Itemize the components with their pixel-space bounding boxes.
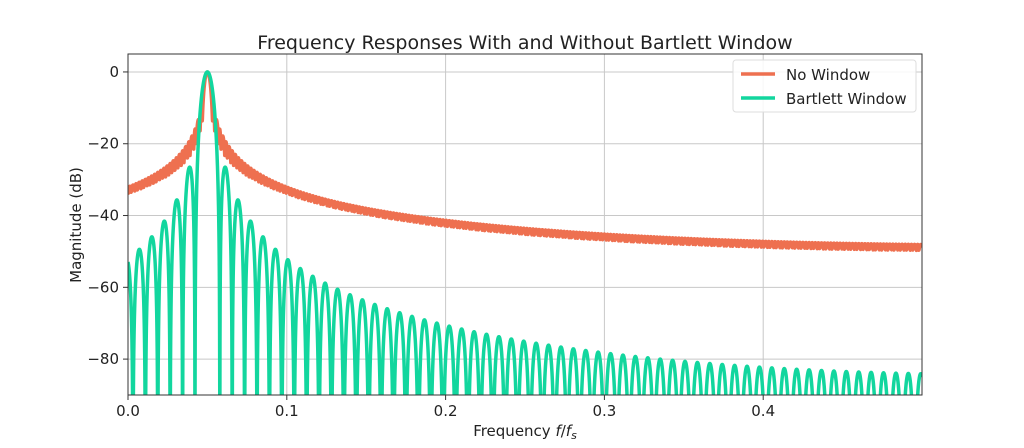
x-tick-label: 0.4 (751, 402, 775, 420)
y-tick-label: −20 (87, 135, 119, 153)
plot-lines (128, 70, 922, 395)
legend: No Window Bartlett Window (732, 59, 917, 113)
x-tick-label: 0.2 (434, 402, 458, 420)
y-tick-label: −60 (87, 278, 119, 296)
y-tick-label: −40 (87, 207, 119, 225)
y-tick-label: −80 (87, 350, 119, 368)
plot-frame (127, 53, 923, 396)
ticks: 0.0 0.1 0.2 0.3 0.4 0 −20 −40 −60 −80 (87, 63, 775, 420)
x-axis-label: Frequency f/fs (473, 422, 577, 442)
series-line-bartlett-window (128, 70, 922, 395)
y-axis-label: Magnitude (dB) (67, 167, 85, 283)
x-tick-label: 0.1 (275, 402, 299, 420)
series-line-no-window (128, 70, 922, 253)
legend-box (732, 59, 917, 113)
legend-label: Bartlett Window (786, 90, 907, 108)
y-tick-label: 0 (109, 63, 119, 81)
legend-label: No Window (786, 66, 870, 84)
chart-title: Frequency Responses With and Without Bar… (257, 32, 792, 54)
x-tick-label: 0.3 (592, 402, 616, 420)
grid (127, 54, 922, 395)
x-tick-label: 0.0 (116, 402, 140, 420)
